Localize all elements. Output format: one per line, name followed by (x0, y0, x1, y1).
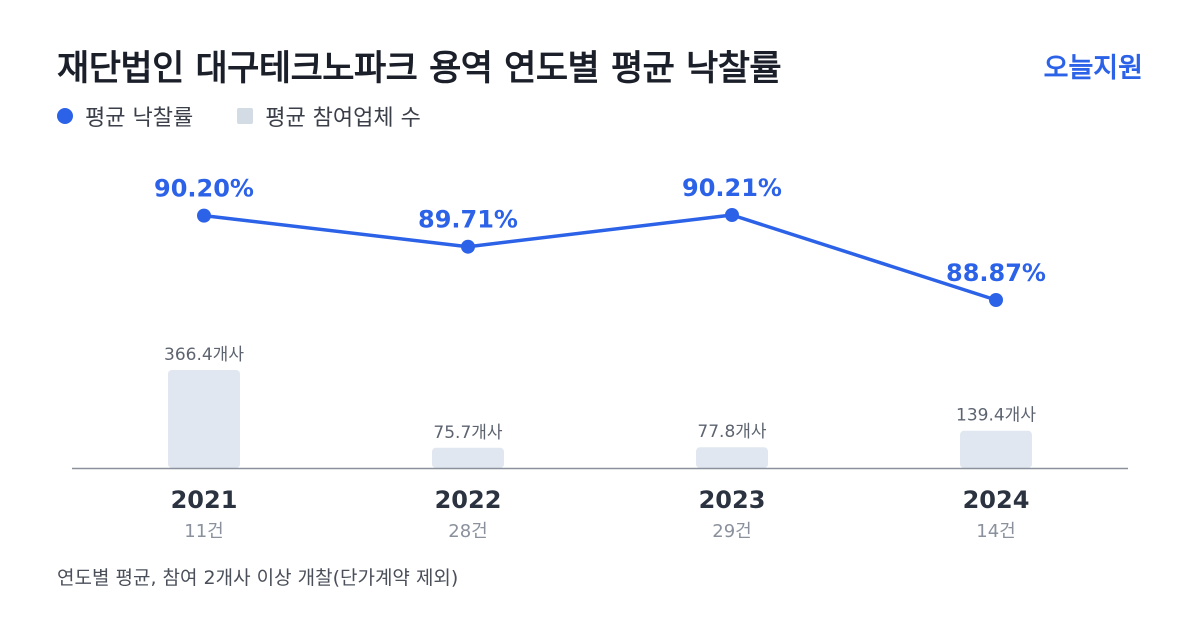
legend-item-rate: 평균 낙찰률 (57, 100, 193, 132)
x-sublabel-2023: 29건 (712, 521, 751, 542)
x-tick-label-2022: 2022 (435, 486, 502, 514)
rate-label-2022: 89.71% (418, 206, 518, 234)
bar-2023 (696, 447, 768, 468)
bar-label-2022: 75.7개사 (433, 423, 502, 443)
x-tick-label-2023: 2023 (699, 486, 766, 514)
bar-2024 (960, 430, 1032, 468)
rate-label-2023: 90.21% (682, 174, 782, 202)
legend-label-bidders: 평균 참여업체 수 (265, 106, 421, 131)
rate-point-2023 (725, 208, 739, 222)
bar-label-2024: 139.4개사 (956, 406, 1036, 426)
footnote: 연도별 평균, 참여 2개사 이상 개찰(단가계약 제외) (57, 567, 459, 589)
bar-2021 (168, 370, 240, 468)
x-tick-label-2024: 2024 (963, 486, 1030, 514)
legend-label-rate: 평균 낙찰률 (85, 106, 194, 131)
x-sublabel-2021: 11건 (184, 521, 223, 542)
rate-line (203, 213, 997, 302)
x-sublabel-2022: 28건 (448, 521, 487, 542)
chart-title: 재단법인 대구테크노파크 용역 연도별 평균 낙찰률 (57, 49, 782, 89)
legend-dot-icon (57, 108, 73, 124)
rate-label-2021: 90.20% (154, 175, 254, 203)
bar-label-2021: 366.4개사 (164, 345, 244, 365)
x-sublabel-2024: 14건 (976, 521, 1015, 542)
bar-2022 (432, 447, 504, 468)
legend-item-bidders: 평균 참여업체 수 (237, 100, 421, 132)
rate-label-2024: 88.87% (946, 259, 1046, 287)
bar-label-2023: 77.8개사 (697, 422, 766, 442)
legend: 평균 낙찰률 평균 참여업체 수 (57, 100, 465, 132)
rate-point-2024 (989, 293, 1003, 307)
x-tick-label-2021: 2021 (171, 486, 238, 514)
rate-point-2022 (461, 239, 475, 254)
rate-point-2021 (197, 208, 211, 223)
brand-logo[interactable]: 오늘지원 (1043, 53, 1143, 84)
legend-square-icon (237, 108, 254, 124)
